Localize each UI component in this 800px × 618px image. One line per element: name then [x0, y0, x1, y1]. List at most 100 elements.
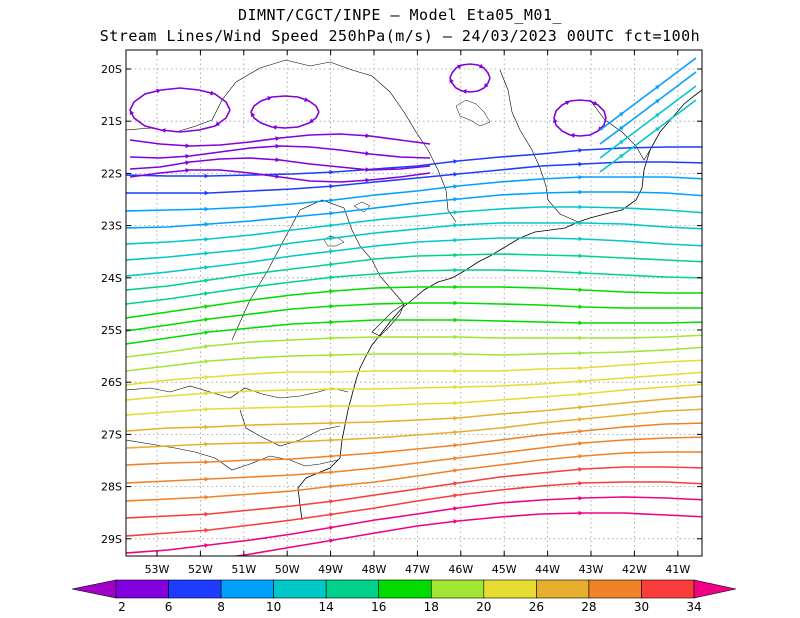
colorbar-segment [273, 579, 327, 599]
streamline-arrow [578, 510, 583, 516]
streamline-arrow [210, 90, 215, 96]
streamline-arrow [453, 267, 458, 273]
streamline-arrow [453, 519, 458, 524]
streamline-arrow [204, 424, 209, 430]
streamline-arrow [453, 415, 458, 421]
streamline-arrow [309, 118, 314, 123]
streamline-arrow [655, 99, 660, 104]
streamline-arrow [453, 159, 458, 164]
streamline-arrow [578, 429, 583, 434]
streamline-arrow [329, 303, 334, 309]
streamline-arrow [578, 204, 583, 210]
streamline-arrow [655, 127, 660, 132]
lon-label: 46W [448, 563, 473, 576]
streamline-arrow [204, 406, 209, 412]
streamline-arrow [204, 543, 209, 548]
streamline-arrow [204, 251, 209, 256]
streamline-arrow [453, 384, 458, 390]
streamline-arrow [204, 330, 209, 336]
streamline-arrow [578, 287, 583, 293]
state-border-8 [589, 99, 651, 161]
streamline-arrow [578, 304, 583, 310]
streamline-arrow [578, 441, 583, 446]
streamline [129, 133, 431, 147]
streamline [449, 63, 491, 93]
lon-label: 53W [145, 563, 170, 576]
streamline-arrow [570, 133, 575, 138]
streamline-arrow [578, 320, 583, 326]
streamline-arrow [578, 174, 583, 180]
streamline-arrow [578, 189, 583, 195]
reservoir-2 [455, 99, 491, 127]
reservoir-1 [323, 235, 345, 247]
streamline-arrow [578, 236, 583, 242]
lat-label: 22S [101, 167, 122, 180]
streamline-arrow [204, 441, 209, 447]
streamline-arrow [453, 443, 458, 448]
streamline-arrow [453, 223, 458, 228]
lat-label: 21S [101, 115, 122, 128]
streamline [126, 496, 702, 554]
streamline-arrow [619, 140, 624, 145]
streamline [129, 87, 231, 133]
streamline-arrow [329, 211, 334, 216]
streamline-arrow [329, 352, 334, 358]
lat-label: 24S [101, 272, 122, 285]
streamline-arrow [329, 538, 334, 544]
lat-label: 25S [101, 324, 122, 337]
streamline-arrow [275, 136, 280, 141]
streamline-arrow [565, 100, 570, 106]
streamline-arrow [204, 476, 209, 482]
streamline-arrow [365, 133, 370, 139]
streamline-arrow [578, 454, 583, 459]
streamline-arrow [329, 420, 334, 426]
lat-label: 23S [101, 220, 122, 233]
colorbar-label: 8 [217, 600, 225, 614]
latitude-labels: 20S 21S 22S 23S 24S 25S 26S 27S 28S 29S [101, 63, 702, 546]
lat-label: 26S [101, 376, 122, 389]
streamline-arrow [484, 83, 489, 88]
lat-label: 20S [101, 63, 122, 76]
streamline-arrow [655, 85, 660, 90]
streamline-arrow [329, 386, 334, 392]
streamline-arrow [578, 391, 583, 397]
streamline-arrow [250, 112, 256, 117]
colorbar-right-arrow [693, 579, 737, 599]
streamline-arrow [329, 223, 334, 228]
streamline [126, 253, 702, 291]
streamline-arrow [329, 403, 334, 409]
colorbar-segment [325, 579, 380, 599]
streamline-arrow [204, 494, 209, 500]
streamline-arrow [204, 359, 209, 364]
lat-label: 29S [101, 533, 122, 546]
streamline-arrow [329, 525, 334, 531]
streamline [126, 481, 702, 537]
colorbar-label: 14 [319, 600, 334, 614]
streamline [129, 145, 431, 159]
streamline [599, 85, 697, 159]
state-border-5 [211, 59, 457, 223]
lon-label: 51W [231, 563, 256, 576]
colorbar-label: 18 [424, 600, 439, 614]
streamline-arrow [619, 112, 624, 117]
streamline-arrow [619, 126, 624, 131]
streamline-arrow [593, 100, 598, 106]
streamline-arrow [329, 369, 334, 375]
streamline-arrow [204, 317, 209, 323]
streamline-arrow [453, 481, 458, 487]
streamline-arrow [204, 265, 209, 270]
streamline [126, 395, 702, 432]
lat-label: 27S [101, 428, 122, 441]
streamline-arrow [267, 96, 272, 101]
streamline [126, 451, 702, 502]
colorbar-segment [483, 579, 537, 599]
streamline-arrow [578, 405, 583, 410]
lon-label: 41W [665, 563, 690, 576]
colorbar-segment [378, 579, 432, 599]
streamline [126, 408, 702, 449]
streamline-arrow [329, 437, 334, 443]
coastline [126, 59, 702, 521]
streamline-arrow [329, 453, 334, 459]
streamline [126, 466, 702, 519]
streamline-arrow [329, 249, 334, 254]
